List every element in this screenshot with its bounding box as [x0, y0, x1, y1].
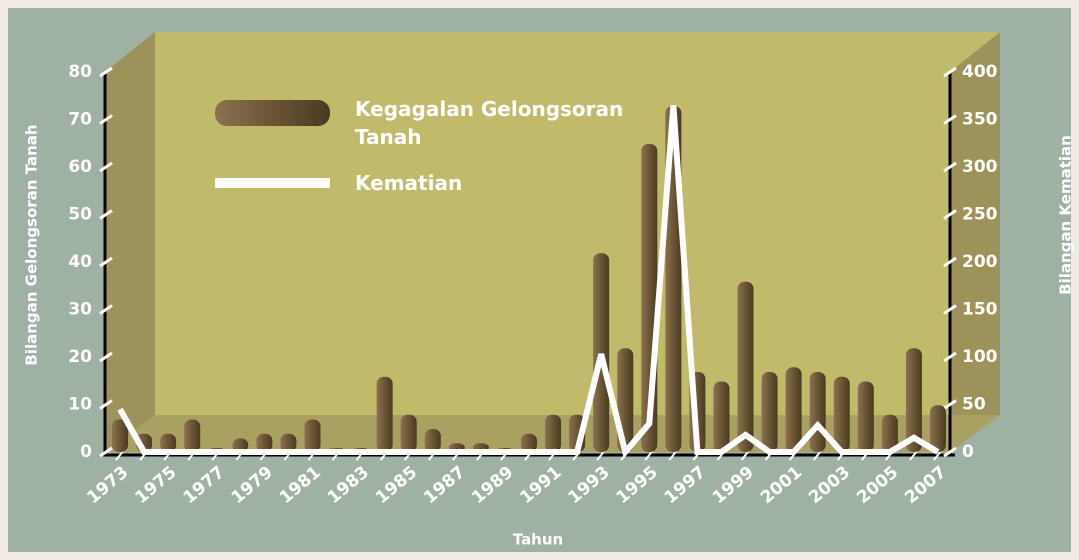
- back-wall: [155, 32, 1000, 415]
- legend-label: Kematian: [355, 171, 463, 195]
- y-tick-label: 0: [80, 442, 92, 462]
- y2-tick-label: 0: [962, 442, 974, 462]
- bar: [521, 433, 537, 452]
- bar: [545, 414, 562, 452]
- y-tick-mark: [99, 256, 113, 268]
- y-tick-mark: [99, 161, 113, 173]
- legend-label: Kegagalan Gelongsoran Tanah: [355, 97, 624, 149]
- y2-tick-mark: [943, 209, 957, 220]
- bar: [713, 381, 730, 452]
- y2-tick-label: 300: [962, 157, 998, 177]
- bar: [761, 372, 778, 452]
- y-tick-label: 60: [68, 157, 92, 177]
- bar: [833, 376, 850, 452]
- y-tick-label: 10: [68, 395, 92, 415]
- y-tick-mark: [99, 114, 113, 125]
- x-axis-label: Tahun: [513, 531, 563, 549]
- line: [117, 105, 940, 459]
- y2-tick-mark: [943, 256, 957, 268]
- bar: [304, 419, 321, 452]
- y2-tick-mark: [943, 446, 957, 458]
- bar: [232, 438, 249, 452]
- y-tick-mark: [99, 304, 113, 315]
- left-wall: [105, 32, 155, 452]
- y2-tick-mark: [943, 161, 957, 173]
- y2-tick-mark: [943, 66, 957, 78]
- y-tick-label: 40: [68, 252, 92, 272]
- y-tick-label: 30: [68, 300, 92, 320]
- y-tick-mark: [99, 66, 113, 78]
- y2-tick-mark: [943, 114, 957, 125]
- bar: [929, 405, 946, 452]
- bar: [737, 281, 754, 452]
- bar: [400, 414, 417, 452]
- y-tick-mark: [99, 209, 113, 220]
- bar: [184, 419, 201, 452]
- bar: [809, 372, 826, 452]
- y2-tick-label: 350: [962, 110, 998, 130]
- bar: [857, 381, 874, 452]
- right-wall: [950, 32, 1000, 452]
- y2-tick-label: 100: [962, 347, 998, 367]
- y2-tick-mark: [943, 304, 957, 315]
- bar: [881, 414, 898, 452]
- y2-tick-mark: [943, 399, 957, 410]
- y2-tick-label: 200: [962, 252, 998, 272]
- bar: [280, 433, 297, 452]
- y2-tick-label: 250: [962, 205, 998, 225]
- y2-tick-label: 150: [962, 300, 998, 320]
- bar: [593, 253, 610, 452]
- y-tick-label: 20: [68, 347, 92, 367]
- bar: [256, 433, 273, 452]
- bar: [112, 419, 129, 452]
- bar: [785, 367, 802, 452]
- y-axis-label: Bilangan Gelongsoran Tanah: [23, 124, 41, 365]
- y-tick-mark: [99, 446, 113, 458]
- y2-axis-label: Bilangan Kematian: [1057, 135, 1075, 295]
- legend-swatch-line: [215, 178, 330, 188]
- y-tick-mark: [99, 399, 113, 410]
- y-tick-label: 70: [68, 110, 92, 130]
- y2-tick-mark: [943, 351, 957, 363]
- y-tick-label: 50: [68, 205, 92, 225]
- legend-swatch-bar: [215, 100, 330, 126]
- bar: [905, 348, 922, 452]
- y2-tick-label: 50: [962, 395, 986, 415]
- bar: [424, 429, 441, 452]
- y-tick-mark: [99, 351, 113, 363]
- y2-tick-label: 400: [962, 62, 998, 82]
- bar: [160, 433, 177, 452]
- bar: [376, 376, 393, 452]
- y-tick-label: 80: [68, 62, 92, 82]
